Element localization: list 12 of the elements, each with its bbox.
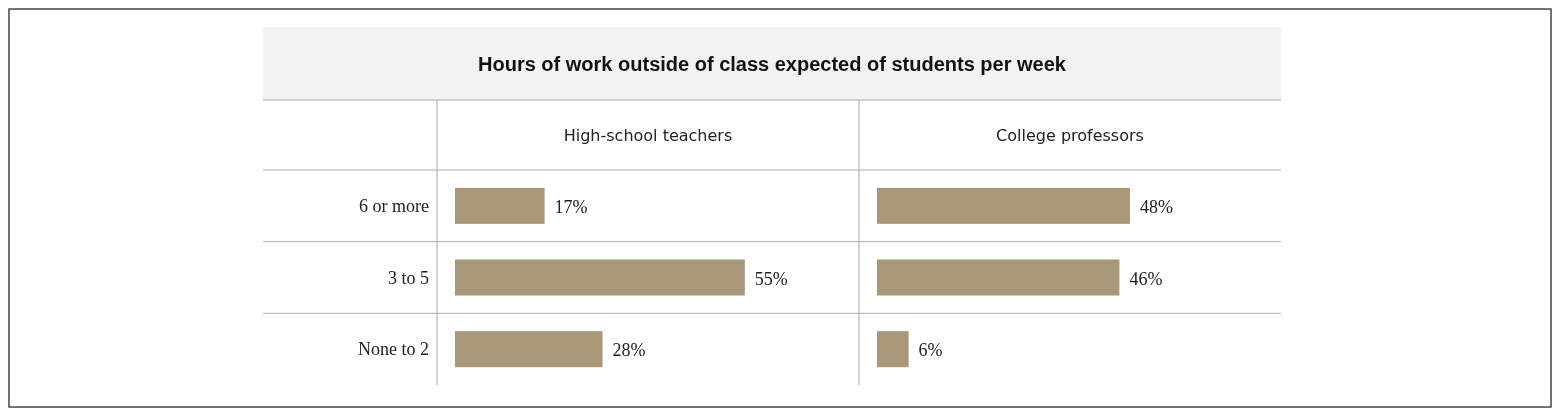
data-label: 6% [918, 340, 943, 361]
y-tick-label: None to 2 [358, 339, 429, 360]
data-label: 55% [754, 268, 788, 289]
y-tick-label: 6 or more [359, 195, 429, 216]
chart-subtitle: High-school teachers [563, 126, 733, 145]
chart-subtitle: College professors [996, 126, 1144, 145]
chart-title: Hours of work outside of class expected of students per week [478, 52, 1067, 75]
data-label: 46% [1129, 268, 1163, 289]
y-tick-label: 3 to 5 [387, 267, 429, 288]
data-label: 17% [554, 196, 588, 217]
data-label: 28% [612, 340, 646, 361]
data-label: 48% [1139, 196, 1173, 217]
